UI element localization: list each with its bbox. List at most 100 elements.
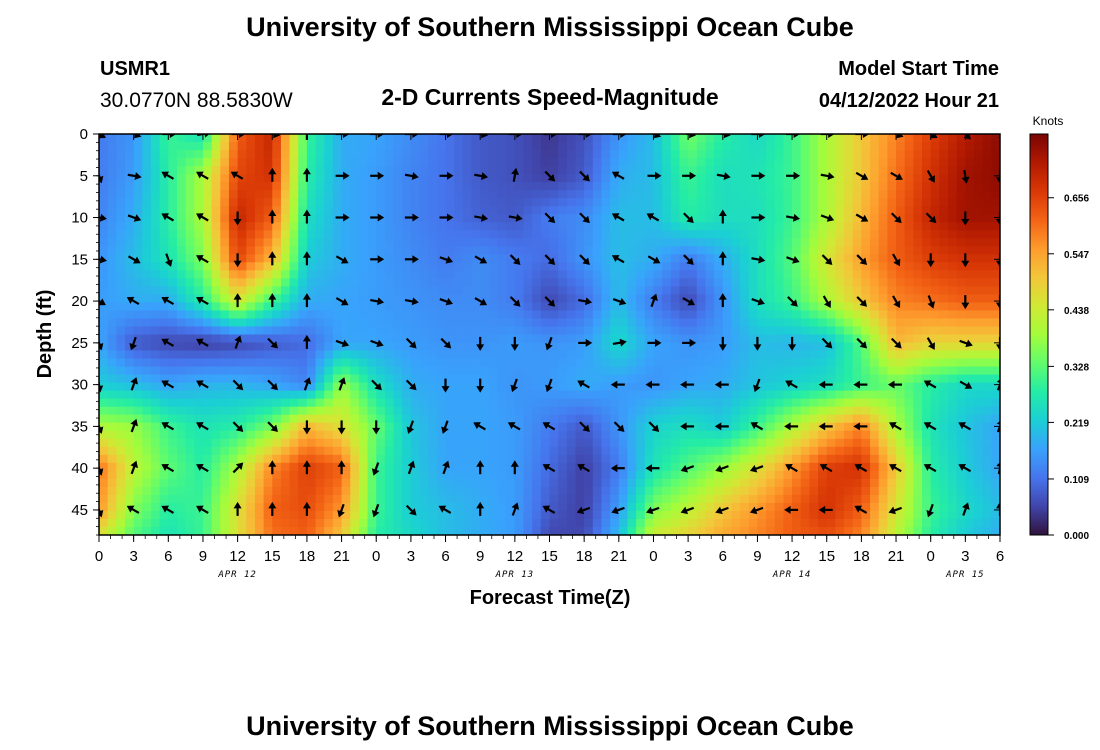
heatmap-cell xyxy=(922,438,932,448)
heatmap-cell xyxy=(497,222,507,231)
heatmap-cell xyxy=(991,366,1000,376)
heatmap-cell xyxy=(636,478,646,488)
heatmap-cell xyxy=(237,198,247,207)
heatmap-cell xyxy=(748,286,759,295)
heatmap-cell xyxy=(315,270,325,279)
heatmap-cell xyxy=(246,438,256,448)
heatmap-cell xyxy=(324,254,334,263)
heatmap-cell xyxy=(332,326,343,336)
heatmap-cell xyxy=(410,190,421,199)
heatmap-cell xyxy=(679,510,689,520)
heatmap-cell xyxy=(523,310,533,320)
heatmap-cell xyxy=(497,494,507,504)
heatmap-cell xyxy=(835,494,845,504)
heatmap-cell xyxy=(99,494,109,504)
heatmap-cell xyxy=(956,510,966,520)
heatmap-cell xyxy=(168,510,178,520)
heatmap-cell xyxy=(740,414,750,424)
heatmap-cell xyxy=(783,190,793,199)
heatmap-cell xyxy=(410,270,421,279)
heatmap-cell xyxy=(974,206,984,215)
heatmap-cell xyxy=(436,158,447,167)
heatmap-cell xyxy=(558,302,568,312)
heatmap-cell xyxy=(930,230,940,239)
heatmap-cell xyxy=(228,446,239,456)
heatmap-cell xyxy=(670,406,681,416)
heatmap-cell xyxy=(367,438,377,448)
heatmap-cell xyxy=(142,150,152,159)
heatmap-cell xyxy=(679,406,689,416)
heatmap-cell xyxy=(653,390,663,400)
heatmap-cell xyxy=(939,198,949,207)
heatmap-cell xyxy=(800,142,810,151)
heatmap-cell xyxy=(714,366,724,376)
heatmap-cell xyxy=(324,270,334,279)
heatmap-cell xyxy=(471,334,481,344)
heatmap-cell xyxy=(289,134,299,143)
heatmap-cell xyxy=(670,430,681,440)
heatmap-cell xyxy=(462,422,473,432)
heatmap-cell xyxy=(185,286,195,295)
heatmap-cell xyxy=(376,270,386,279)
heatmap-cell xyxy=(627,478,637,488)
heatmap-cell xyxy=(592,302,603,312)
heatmap-cell xyxy=(939,158,949,167)
heatmap-cell xyxy=(549,430,559,440)
heatmap-cell xyxy=(575,502,585,512)
heatmap-cell xyxy=(150,222,161,231)
heatmap-cell xyxy=(254,270,265,279)
heatmap-cell xyxy=(150,294,161,304)
heatmap-cell xyxy=(896,414,906,424)
heatmap-cell xyxy=(315,134,325,143)
heatmap-cell xyxy=(610,326,620,336)
heatmap-cell xyxy=(913,310,923,320)
heatmap-cell xyxy=(402,446,412,456)
heatmap-cell xyxy=(272,182,282,191)
heatmap-cell xyxy=(454,190,464,199)
heatmap-cell xyxy=(584,310,594,320)
heatmap-cell xyxy=(705,182,715,191)
heatmap-cell xyxy=(956,382,966,392)
heatmap-cell xyxy=(367,422,377,432)
heatmap-cell xyxy=(731,374,741,384)
heatmap-cell xyxy=(254,238,265,247)
heatmap-cell xyxy=(506,414,516,424)
heatmap-cell xyxy=(462,246,473,255)
heatmap-cell xyxy=(731,342,741,352)
heatmap-cell xyxy=(211,342,221,352)
heatmap-cell xyxy=(428,446,438,456)
heatmap-cell xyxy=(176,238,187,247)
heatmap-cell xyxy=(757,382,767,392)
heatmap-cell xyxy=(445,270,455,279)
heatmap-cell xyxy=(679,326,689,336)
heatmap-cell xyxy=(523,510,533,520)
heatmap-cell xyxy=(462,326,473,336)
heatmap-cell xyxy=(202,334,213,344)
heatmap-cell xyxy=(774,326,785,336)
heatmap-cell xyxy=(930,414,940,424)
heatmap-cell xyxy=(887,158,897,167)
heatmap-cell xyxy=(211,270,221,279)
heatmap-cell xyxy=(818,134,828,143)
heatmap-cell xyxy=(150,382,161,392)
heatmap-cell xyxy=(714,406,724,416)
heatmap-cell xyxy=(904,182,914,191)
heatmap-cell xyxy=(367,158,377,167)
heatmap-cell xyxy=(376,510,386,520)
heatmap-cell xyxy=(740,494,750,504)
heatmap-cell xyxy=(653,382,663,392)
heatmap-cell xyxy=(566,166,577,175)
heatmap-cell xyxy=(982,174,992,183)
heatmap-cell xyxy=(566,342,577,352)
heatmap-cell xyxy=(419,422,429,432)
heatmap-cell xyxy=(982,406,992,416)
heatmap-cell xyxy=(896,230,906,239)
heatmap-cell xyxy=(956,374,966,384)
heatmap-cell xyxy=(462,310,473,320)
heatmap-cell xyxy=(844,406,854,416)
heatmap-cell xyxy=(956,350,966,360)
heatmap-cell xyxy=(289,494,299,504)
heatmap-cell xyxy=(150,398,161,408)
heatmap-cell xyxy=(896,398,906,408)
heatmap-cell xyxy=(809,454,819,464)
